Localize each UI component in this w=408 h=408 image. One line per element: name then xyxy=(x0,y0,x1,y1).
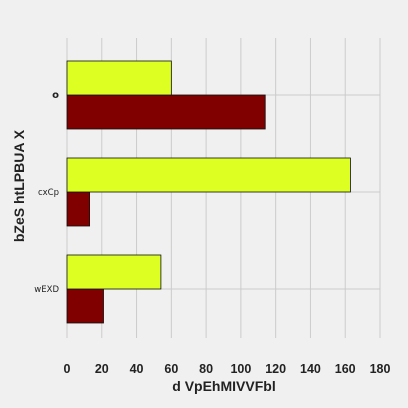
x-tick-label: 20 xyxy=(95,362,109,376)
x-tick-label: 120 xyxy=(265,362,286,376)
bar-cxCp-series-1 xyxy=(66,191,91,227)
category-label: cxCp xyxy=(38,188,59,198)
x-tick-label: 140 xyxy=(300,362,321,376)
x-axis-ticks: 0 20 40 60 80 100 120 140 160 180 xyxy=(64,362,391,376)
bar-o-series-2 xyxy=(66,60,172,96)
x-tick-label: 160 xyxy=(335,362,356,376)
bar-cxCp-series-2 xyxy=(66,157,351,193)
bars xyxy=(66,60,351,324)
x-axis-title: d VpEhMIVVFbl xyxy=(172,378,275,394)
x-tick-label: 180 xyxy=(370,362,391,376)
bar-wEXD-series-1 xyxy=(66,288,104,324)
y-axis-title: bZeS htLPBUA X xyxy=(11,129,27,242)
y-axis-categories: wEXD cxCp o xyxy=(34,90,59,295)
bar-wEXD-series-2 xyxy=(66,254,162,290)
bar-o-series-1 xyxy=(66,94,266,130)
x-tick-label: 60 xyxy=(164,362,178,376)
category-label: wEXD xyxy=(34,285,59,295)
x-tick-label: 100 xyxy=(230,362,251,376)
category-label: o xyxy=(52,90,59,101)
x-tick-label: 0 xyxy=(64,362,71,376)
x-tick-label: 80 xyxy=(199,362,213,376)
x-tick-label: 40 xyxy=(130,362,144,376)
